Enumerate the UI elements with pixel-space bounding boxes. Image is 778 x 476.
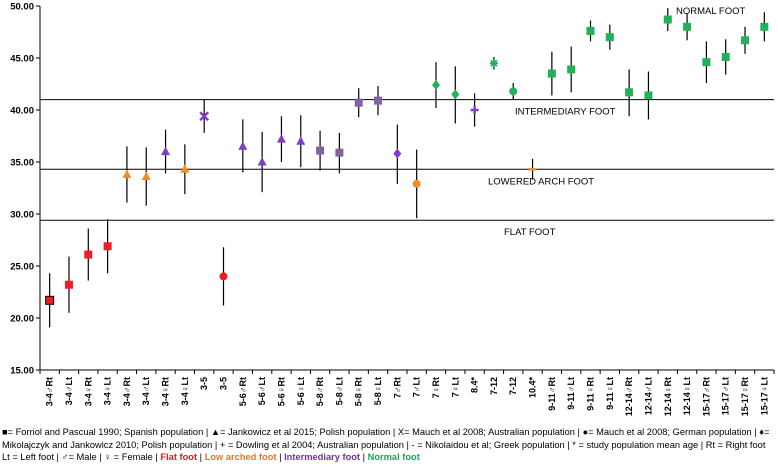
legend-text: ■= Forriol and Pascual 1990; Spanish pop…: [2, 427, 770, 463]
x-tick-label: 12-14♀Rt: [663, 377, 673, 416]
marker-triangle: [122, 169, 132, 178]
marker-diamond: [393, 148, 402, 159]
x-tick-label: 15-17♂Lt: [721, 377, 731, 415]
x-tick-label: 7-12: [489, 377, 499, 395]
y-tick-label: 15.00: [10, 366, 34, 377]
x-tick-label: 9-11♂Lt: [566, 377, 576, 410]
x-tick-label: 3-4♂Rt: [122, 377, 132, 406]
threshold-label: INTERMEDIARY FOOT: [515, 107, 616, 118]
x-tick-label: 5-6♂Lt: [257, 377, 267, 405]
x-tick-label: 9-11♀Rt: [586, 377, 596, 411]
x-tick-label: 7♂Lt: [412, 377, 422, 397]
marker-square: [103, 242, 112, 251]
marker-square: [316, 146, 325, 155]
x-tick-label: 3-4♂Lt: [141, 377, 151, 405]
x-tick-label: 12-14♀Lt: [682, 377, 692, 415]
x-tick-label: 8.4*: [470, 377, 480, 394]
legend-flat-foot: Flat foot: [160, 452, 198, 463]
legend: ■= Forriol and Pascual 1990; Spanish pop…: [2, 426, 774, 464]
marker-triangle: [257, 157, 267, 166]
x-tick-label: 3-4♂Rt: [45, 377, 55, 406]
marker-triangle: [276, 134, 286, 143]
x-tick-label: 7♂Rt: [392, 377, 402, 398]
marker-x: [199, 111, 210, 122]
marker-square: [547, 69, 556, 78]
x-tick-label: 9-11♂Rt: [547, 377, 557, 411]
marker-circle: [509, 87, 518, 96]
marker-diamond: [431, 80, 440, 91]
marker-triangle: [141, 171, 151, 181]
marker-square: [335, 148, 344, 157]
x-tick-label: 3-4♂Lt: [64, 377, 74, 405]
marker-square: [586, 26, 595, 35]
marker-square: [741, 36, 750, 45]
marker-square: [721, 52, 730, 61]
x-tick-label: 7-12: [508, 377, 518, 395]
marker-square: [605, 33, 614, 42]
y-tick-label: 45.00: [10, 54, 34, 65]
x-tick-label: 3-5: [199, 377, 209, 390]
marker-square: [683, 22, 692, 31]
x-tick-label: 15-17♀Lt: [759, 377, 769, 415]
x-tick-label: 3-5: [219, 377, 229, 390]
x-tick-label: 5-8♂Lt: [334, 377, 344, 405]
x-tick-label: 3-4♀Rt: [83, 377, 93, 406]
marker-square: [567, 65, 576, 74]
legend-separator: |: [362, 452, 366, 463]
marker-square: [702, 58, 711, 67]
y-tick-label: 40.00: [10, 106, 34, 117]
x-tick-label: 10.4*: [528, 377, 538, 399]
y-tick-label: 50.00: [10, 2, 34, 13]
x-tick-label: 7♀Rt: [431, 377, 441, 398]
x-tick-label: 9-11♀Lt: [605, 377, 615, 410]
legend-separator: |: [279, 452, 282, 463]
x-tick-label: 3-4♀Lt: [180, 377, 190, 405]
marker-diamond: [451, 89, 460, 100]
x-tick-label: 15-17♂Rt: [701, 377, 711, 416]
x-tick-label: 3-4♀Rt: [161, 377, 171, 406]
threshold-label: LOWERED ARCH FOOT: [488, 176, 594, 187]
marker-square: [760, 22, 769, 31]
marker-circle: [412, 179, 421, 188]
marker-square: [64, 280, 73, 289]
marker-square: [663, 15, 672, 24]
legend-intermediary-foot: Intermediary foot: [284, 452, 361, 463]
legend-separator: |: [199, 452, 203, 463]
x-tick-label: 5-8♀Lt: [373, 377, 383, 405]
legend-normal-foot: Normal foot: [367, 452, 420, 463]
x-tick-label: 5-6♂Rt: [238, 377, 248, 406]
marker-triangle: [238, 141, 248, 150]
marker-triangle: [296, 136, 306, 145]
marker-triangle: [161, 146, 171, 156]
x-tick-label: 5-6♀Lt: [296, 377, 306, 405]
x-tick-label: 7♀Lt: [450, 377, 460, 397]
threshold-label: FLAT FOOT: [504, 227, 556, 238]
x-tick-label: 5-8♂Rt: [315, 377, 325, 406]
marker-triangle: [180, 164, 190, 173]
marker-star: [489, 59, 498, 68]
y-tick-label: 25.00: [10, 262, 34, 273]
marker-square: [84, 250, 93, 259]
normal-foot-label: NORMAL FOOT: [676, 6, 746, 17]
marker-plus: [470, 106, 479, 114]
marker-square: [374, 96, 383, 105]
x-tick-label: 3-4♀Lt: [103, 377, 113, 405]
marker-square: [625, 88, 634, 97]
marker-circle: [219, 272, 228, 281]
y-tick-label: 35.00: [10, 158, 34, 169]
marker-square: [644, 91, 653, 100]
x-tick-label: 15-17♀Rt: [740, 377, 750, 416]
x-tick-label: 5-6♀Rt: [276, 377, 286, 406]
y-tick-label: 30.00: [10, 210, 34, 221]
x-tick-label: 12-14♂Rt: [624, 377, 634, 416]
y-tick-label: 20.00: [10, 314, 34, 325]
chart: 15.00 20.00 25.00 30.00 35.00 40.00 45.00 50.00…: [10, 2, 775, 416]
marker-square: [354, 98, 363, 107]
marker-square: [45, 295, 55, 305]
x-tick-label: 5-8♀Rt: [354, 377, 364, 406]
legend-low-arched-foot: Low arched foot: [204, 452, 277, 463]
x-tick-label: 12-14♂Lt: [643, 377, 653, 415]
